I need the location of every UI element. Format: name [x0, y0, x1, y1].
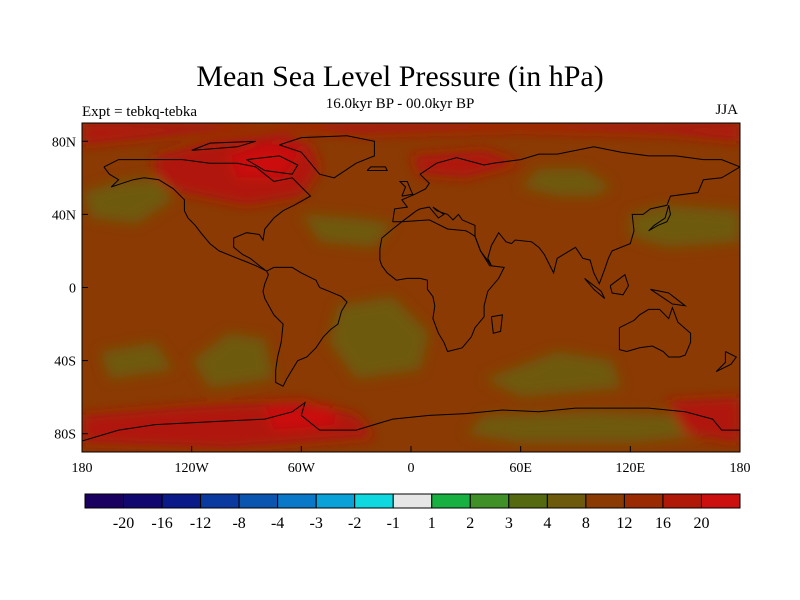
coast-uk: [398, 181, 414, 197]
olive-region-south-atlantic: [328, 296, 430, 379]
colorbar-swatch: [277, 493, 317, 509]
colorbar-label: -3: [310, 515, 323, 532]
colorbar-swatch: [123, 493, 163, 509]
coast-north-america: [103, 159, 312, 272]
y-tick-label: 80N: [52, 135, 76, 150]
chart-subtitle: 16.0kyr BP - 00.0kyr BP: [325, 96, 475, 112]
olive-region-north-atlantic: [301, 214, 393, 248]
colorbar-swatch: [315, 493, 356, 509]
colorbar-label: -2: [348, 515, 361, 532]
coast-madagascar: [490, 314, 503, 334]
y-tick-label: 40S: [54, 355, 76, 370]
x-tick-label: 60W: [288, 461, 316, 476]
y-tick-label: 80S: [54, 428, 76, 443]
x-tick-label: 120E: [616, 461, 646, 476]
colorbar-label: 3: [505, 515, 513, 532]
olive-region-east-pacific: [191, 333, 274, 388]
colorbar-label: 8: [582, 515, 590, 532]
coast-japan: [648, 205, 672, 232]
coast-arctic-islands: [191, 140, 256, 151]
chart-title: Mean Sea Level Pressure (in hPa): [196, 60, 604, 93]
colorbar-label: -20: [113, 515, 134, 532]
colorbar-label: 20: [693, 515, 709, 532]
x-tick-label: 180: [730, 461, 751, 476]
season-label: JJA: [715, 102, 738, 118]
x-tick-label: 120W: [175, 461, 210, 476]
coast-greenland: [279, 135, 375, 179]
coast-australia: [618, 306, 692, 358]
red-region-europe: [411, 150, 521, 178]
colorbar-label: -8: [232, 515, 245, 532]
colorbar-label: 16: [655, 515, 671, 532]
colorbar-swatch: [431, 493, 471, 509]
coast-baffin-island: [246, 155, 299, 175]
colorbar-label: -16: [151, 515, 172, 532]
colorbar-swatch: [238, 493, 279, 509]
coast-eurasia: [392, 146, 740, 286]
map-axes: 180 120W 60W 0 60E 120E 180 80N 40N 0 40S 80S: [52, 135, 751, 476]
olive-region-south-pacific: [100, 342, 174, 379]
olive-region-antarctic: [465, 411, 722, 443]
experiment-label: Expt = tebkq-tebka: [82, 104, 198, 120]
red-region-greenland: [228, 144, 302, 178]
colorbar-swatch: [700, 493, 741, 509]
coast-new-guinea: [650, 288, 687, 307]
colorbar-swatch: [546, 493, 587, 509]
coastlines: [82, 135, 740, 442]
colorbar-swatch: [161, 493, 202, 509]
map-field: [82, 123, 740, 452]
coast-borneo: [609, 273, 630, 296]
pressure-anomaly-regions: [82, 123, 740, 449]
colorbar-label: 1: [428, 515, 436, 532]
colorbar: -20 -16 -12 -8 -4 -3 -2 -1 1 2 3 4 8 12 16 20: [84, 493, 741, 532]
coast-antarctica: [82, 401, 740, 442]
colorbar-swatch: [84, 493, 125, 509]
olive-region-asia: [520, 168, 613, 197]
colorbar-label: -4: [271, 515, 284, 532]
olive-region-indian-ocean: [484, 351, 622, 398]
y-tick-label: 0: [69, 282, 76, 297]
red-region-arctic: [82, 123, 740, 145]
colorbar-swatch: [623, 493, 664, 509]
olive-region-north-pacific: [82, 177, 174, 224]
x-tick-label: 0: [408, 461, 415, 476]
colorbar-swatch: [508, 493, 548, 509]
x-tick-label: 60E: [509, 461, 532, 476]
colorbar-label: 12: [616, 515, 632, 532]
red-region-southern-ocean-east: [666, 397, 740, 443]
colorbar-swatch: [354, 493, 394, 509]
colorbar-label: -12: [190, 515, 211, 532]
coast-iceland: [366, 166, 389, 171]
colorbar-swatch: [585, 493, 625, 509]
colorbar-swatch: [469, 493, 510, 509]
colorbar-swatch: [392, 493, 433, 509]
coast-south-america: [262, 266, 348, 387]
coast-africa: [379, 219, 505, 353]
olive-region-nw-pacific: [630, 205, 740, 248]
colorbar-label: -1: [387, 515, 400, 532]
y-tick-label: 40N: [52, 208, 76, 223]
colorbar-swatch: [200, 493, 240, 509]
colorbar-swatch: [662, 493, 702, 509]
red-region-weddell: [264, 406, 338, 431]
colorbar-label: 4: [543, 515, 551, 532]
coast-new-zealand: [715, 351, 738, 373]
colorbar-label: 2: [466, 515, 474, 532]
coast-sumatra: [584, 278, 606, 299]
x-tick-label: 180: [72, 461, 93, 476]
